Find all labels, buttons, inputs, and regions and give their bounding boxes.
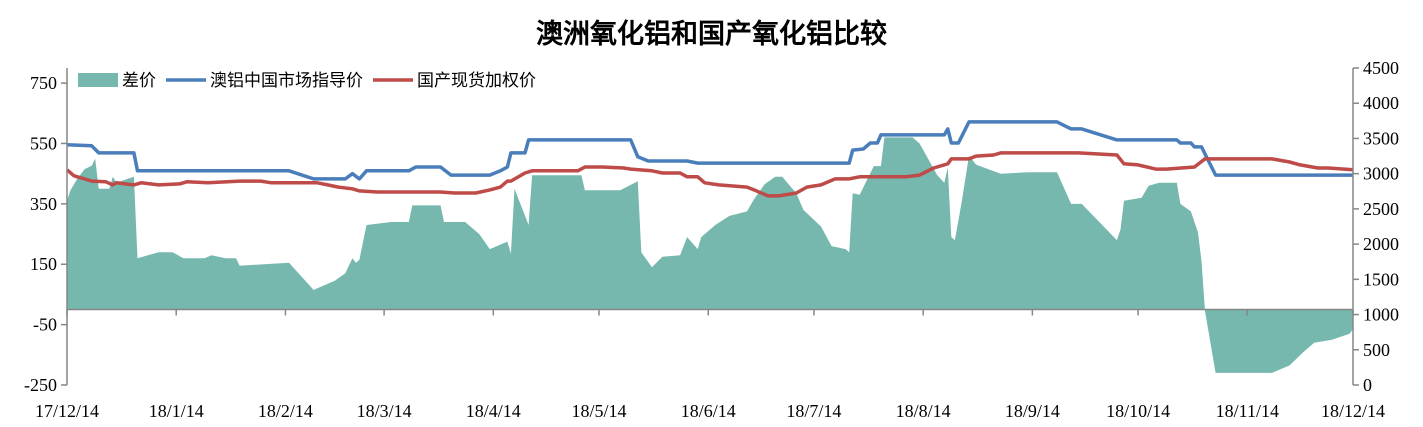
x-tick-label: 17/12/14 (35, 401, 99, 421)
area-series-spread (67, 137, 1353, 373)
x-tick-label: 18/6/14 (681, 401, 736, 421)
x-tick-label: 18/2/14 (258, 401, 313, 421)
right-tick-label: 500 (1363, 340, 1390, 360)
right-tick-label: 1500 (1363, 269, 1399, 289)
x-tick-label: 18/9/14 (1005, 401, 1060, 421)
right-tick-label: 3000 (1363, 164, 1399, 184)
x-tick-label: 18/7/14 (786, 401, 841, 421)
line-series-1 (66, 120, 1353, 181)
x-tick-label: 18/12/14 (1321, 401, 1385, 421)
legend-label: 国产现货加权价 (417, 71, 536, 91)
right-tick-label: 4500 (1363, 58, 1399, 78)
chart-title: 澳洲氧化铝和国产氧化铝比较 (536, 19, 887, 50)
line-series-2 (65, 151, 1354, 198)
x-tick-label: 18/3/14 (357, 401, 412, 421)
x-tick-label: 18/8/14 (896, 401, 951, 421)
legend-label: 差价 (122, 71, 156, 91)
x-tick-label: 18/5/14 (572, 401, 627, 421)
right-tick-label: 2000 (1363, 234, 1399, 254)
right-tick-label: 3500 (1363, 128, 1399, 148)
right-tick-label: 0 (1363, 375, 1372, 395)
left-tick-label: 550 (30, 133, 57, 153)
left-tick-label: -50 (33, 315, 57, 335)
left-tick-label: 350 (30, 194, 57, 214)
x-tick-label: 18/10/14 (1106, 401, 1170, 421)
legend-label: 澳铝中国市场指导价 (210, 71, 363, 91)
left-tick-label: -250 (24, 375, 57, 395)
right-tick-label: 4000 (1363, 93, 1399, 113)
x-tick-label: 18/4/14 (466, 401, 521, 421)
right-tick-label: 2500 (1363, 199, 1399, 219)
x-tick-label: 18/1/14 (149, 401, 204, 421)
legend-swatch-area (78, 73, 118, 87)
left-tick-label: 150 (30, 254, 57, 274)
left-tick-label: 750 (30, 73, 57, 93)
x-tick-label: 18/11/14 (1216, 401, 1279, 421)
right-tick-label: 1000 (1363, 305, 1399, 325)
